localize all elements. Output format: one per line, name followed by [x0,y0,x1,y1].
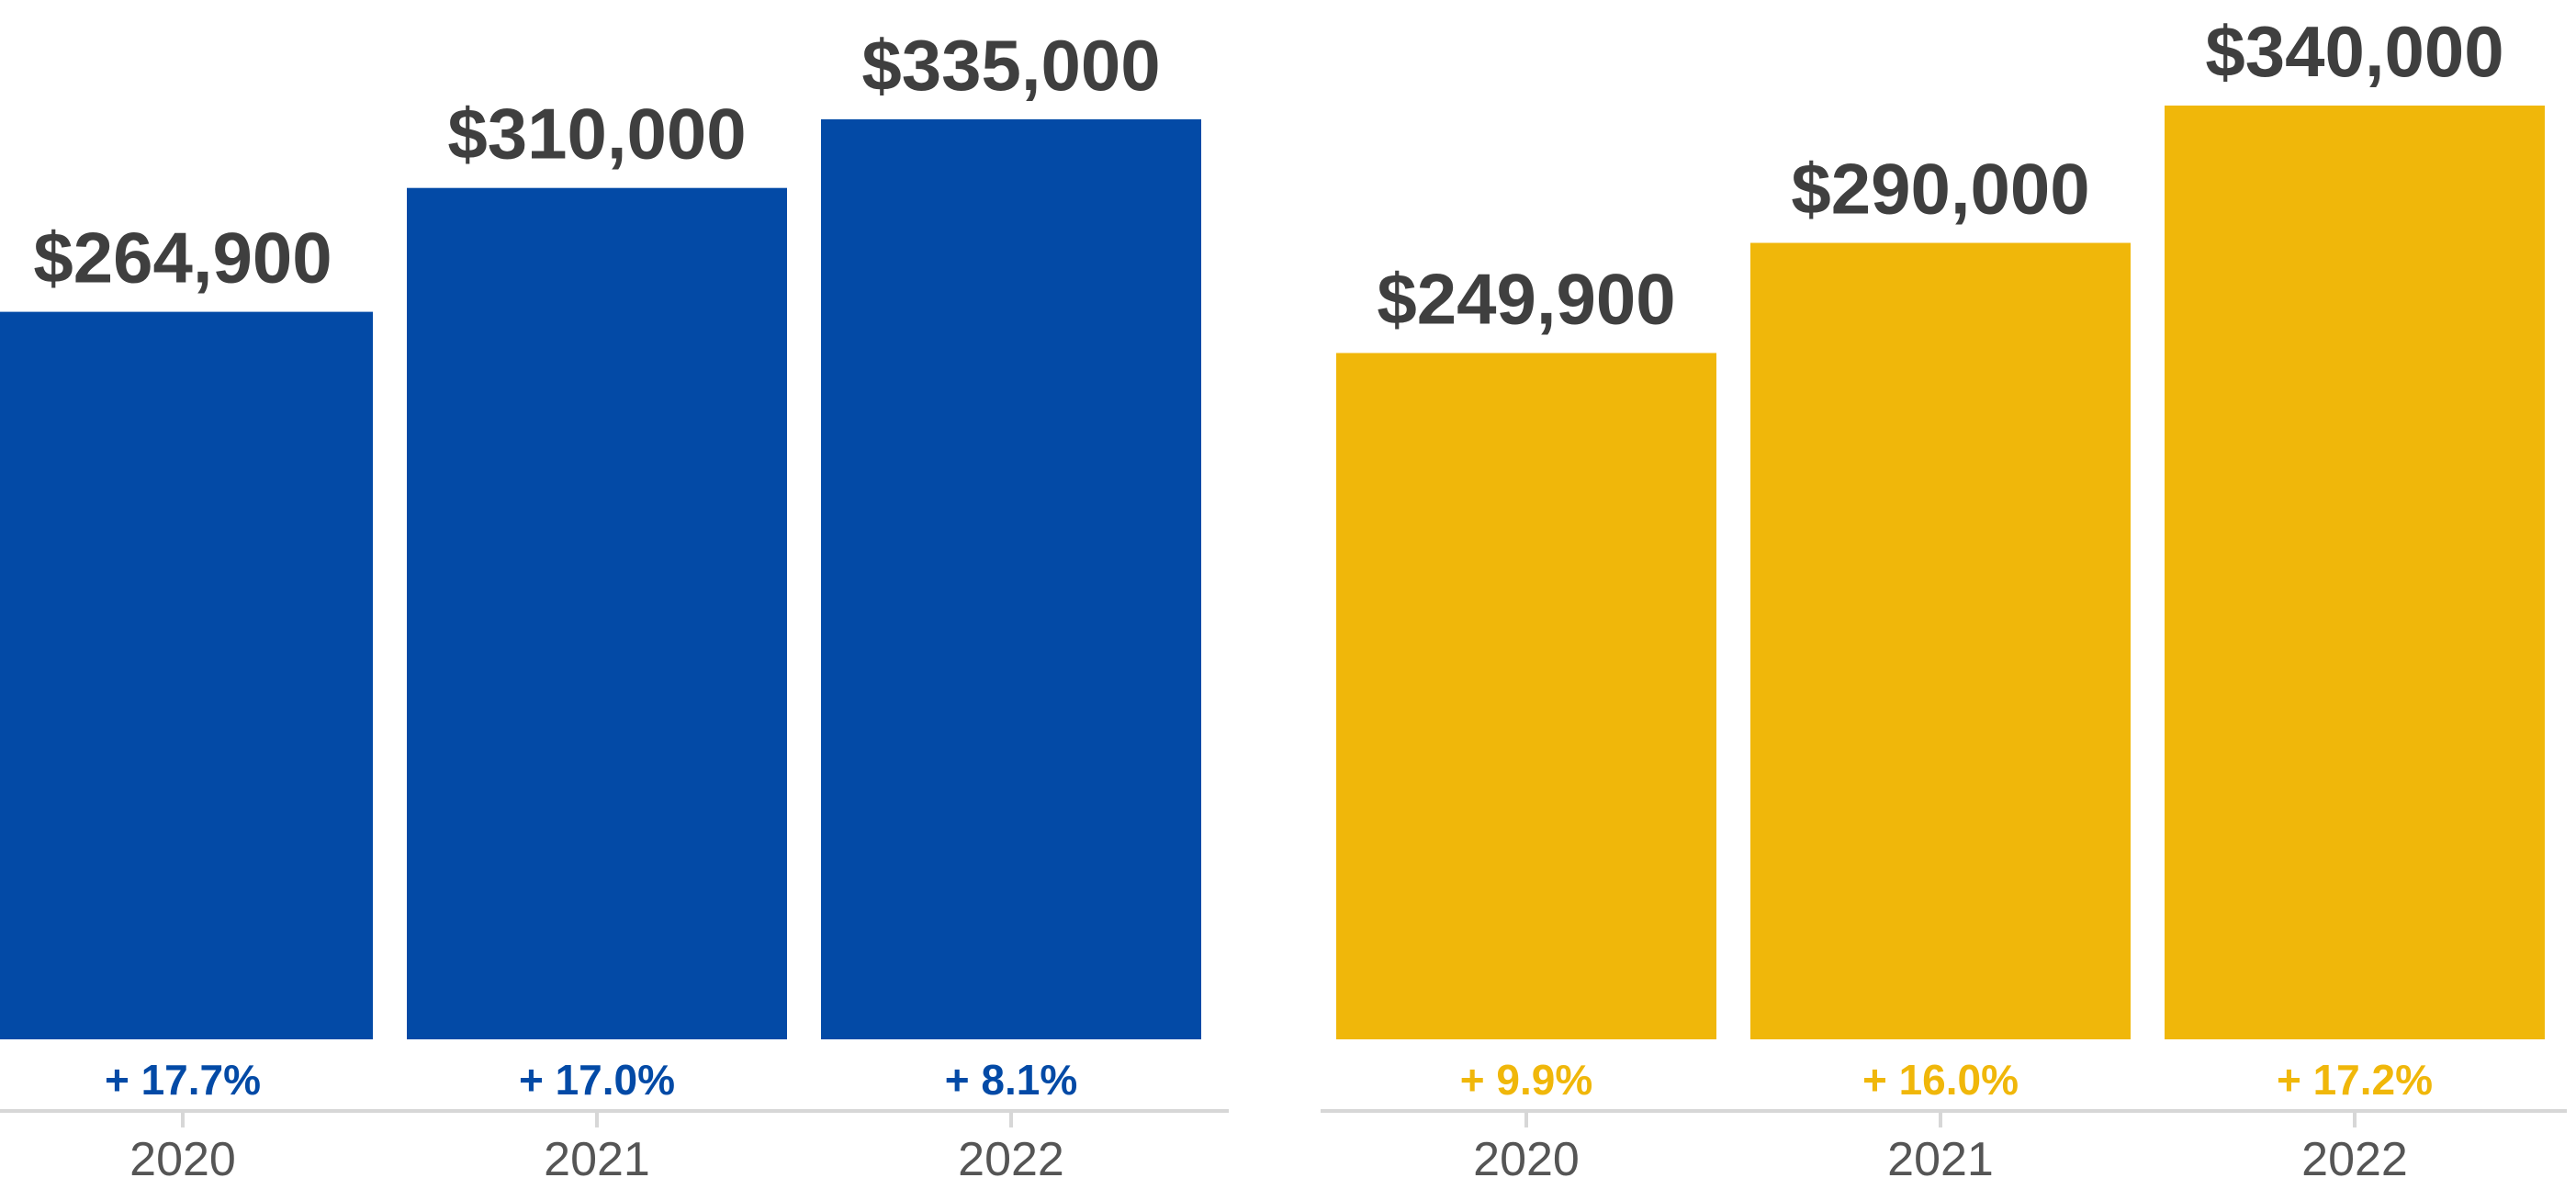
change-label: + 17.7% [105,1056,261,1104]
value-label: $340,000 [2205,11,2503,92]
change-label: + 16.0% [1862,1056,2019,1104]
x-tick-label: 2022 [2301,1133,2408,1184]
change-label: + 8.1% [945,1056,1078,1104]
change-label: + 17.0% [519,1056,675,1104]
x-tick-label: 2021 [1887,1133,1994,1184]
x-tick-label: 2020 [1473,1133,1580,1184]
bar-2020 [1336,353,1716,1040]
bar-2020 [0,311,373,1039]
x-tick-label: 2020 [129,1133,236,1184]
value-label: $249,900 [1377,258,1675,339]
bar-2021 [407,187,787,1039]
x-tick-label: 2021 [544,1133,650,1184]
value-label: $310,000 [447,94,746,174]
change-label: + 17.2% [2277,1056,2433,1104]
value-label: $290,000 [1791,149,2089,230]
value-label: $264,900 [33,218,332,298]
bar-2021 [1750,242,2131,1039]
bar-chart-2: $249,900 + 9.9% 2020 $290,000 + 16.0% 2021 $34… [1321,11,2567,1186]
value-label: $335,000 [861,25,1160,106]
change-label: + 9.9% [1460,1056,1593,1104]
bar-2022 [2165,105,2545,1039]
bar-2022 [821,118,1201,1040]
x-tick-label: 2022 [958,1133,1064,1184]
bar-chart-1: $264,900 + 17.7% 2020 $310,000 + 17.0% 2021 $3… [0,25,1229,1186]
